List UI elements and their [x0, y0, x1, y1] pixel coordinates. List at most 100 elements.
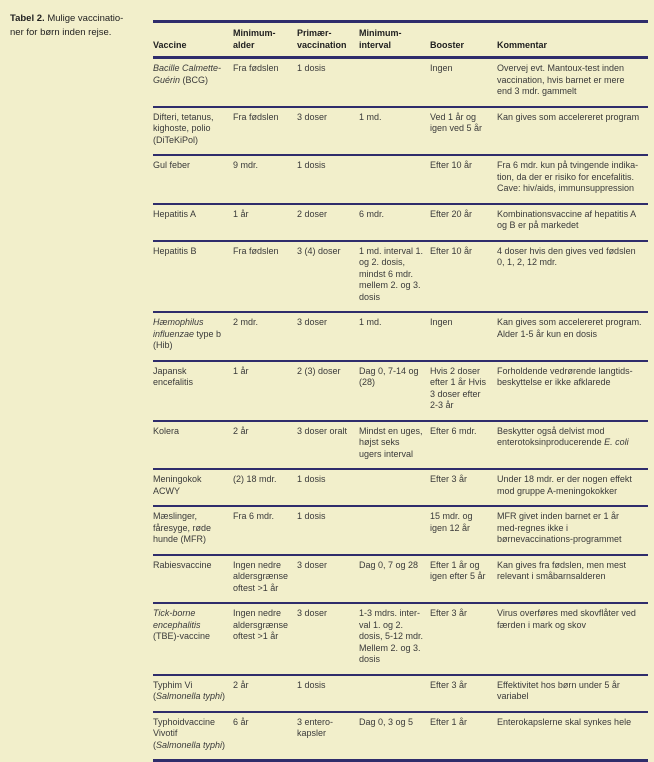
- table-cell: Japansk encefalitis: [153, 360, 233, 422]
- header-row: Vaccine Minimum-alder Primær-vaccination Mi…: [153, 21, 648, 59]
- table-cell: Efter 3 år: [430, 469, 497, 507]
- table-cell: 1 år: [233, 203, 297, 242]
- column-header: Minimum-alder: [233, 21, 297, 59]
- caption-text-line1: Mulige vaccinatio-: [47, 13, 124, 24]
- column-header: Booster: [430, 21, 497, 59]
- table-cell: Efter 10 år: [430, 155, 497, 205]
- table-row: Rabiesvaccine Ingen nedre aldersgrænse of…: [153, 554, 648, 604]
- table-cell: Fra fødslen: [233, 106, 297, 156]
- table-cell: 3 (4) doser: [297, 240, 359, 313]
- table-cell: Fra 6 mdr.: [233, 506, 297, 556]
- table-cell: Tick-borne encephalitis (TBE)-vaccine: [153, 603, 233, 676]
- table-cell: Hepatitis A: [153, 203, 233, 242]
- table-cell: 1 md.: [359, 312, 430, 362]
- table-cell: 1 dosis: [297, 57, 359, 108]
- table-cell: Kan gives som accelereret program. Alder…: [497, 312, 648, 362]
- table-cell: 2 doser: [297, 203, 359, 242]
- table-cell: Hæmophilus influenzae type b (Hib): [153, 312, 233, 362]
- table-caption: Tabel 2. Mulige vaccinatio- ner for børn…: [10, 12, 152, 39]
- table-cell: Kan gives fra fødslen, men mest relevant…: [497, 554, 648, 604]
- table-cell: Meningokok ACWY: [153, 469, 233, 507]
- table-cell: Fra fødslen: [233, 240, 297, 313]
- table-row: Difteri, tetanus, kighoste, polio (DiTeK…: [153, 106, 648, 156]
- table-cell: Beskytter også delvist mod enterotoksinp…: [497, 420, 648, 470]
- table-row: Typhim Vi (Salmonella typhi) 2 år 1 dosis E…: [153, 674, 648, 713]
- table-cell: Rabiesvaccine: [153, 554, 233, 604]
- table-cell: Efter 20 år: [430, 203, 497, 242]
- table-cell: Dag 0, 7-14 og (28): [359, 360, 430, 422]
- table-cell: 3 doser: [297, 312, 359, 362]
- table-cell: Hvis 2 doser efter 1 år Hvis 3 doser eft…: [430, 360, 497, 422]
- table-cell: [359, 57, 430, 108]
- table-cell: Bacille Calmette-Guérin (BCG): [153, 57, 233, 108]
- table-row: Mæslinger, fåresyge, røde hunde (MFR) Fra…: [153, 506, 648, 556]
- table-row: Japansk encefalitis 1 år 2 (3) doser Dag 0,…: [153, 360, 648, 422]
- table-header: Vaccine Minimum-alder Primær-vaccination Mi…: [153, 21, 648, 59]
- table-cell: Difteri, tetanus, kighoste, polio (DiTeK…: [153, 106, 233, 156]
- table-cell: [359, 506, 430, 556]
- column-header: Vaccine: [153, 21, 233, 59]
- table-cell: Under 18 mdr. er der nogen effekt mod gr…: [497, 469, 648, 507]
- table-cell: 3 doser: [297, 603, 359, 676]
- table-row: Hepatitis B Fra fødslen 3 (4) doser 1 md. i…: [153, 240, 648, 313]
- caption-label: Tabel 2.: [10, 13, 45, 24]
- table-cell: 1-3 mdrs. inter-val 1. og 2. dosis, 5-12…: [359, 603, 430, 676]
- table-cell: 1 dosis: [297, 506, 359, 556]
- table-cell: Efter 3 år: [430, 674, 497, 713]
- column-header: Minimum-interval: [359, 21, 430, 59]
- table-cell: Kan gives som accelereret program: [497, 106, 648, 156]
- table-cell: 1 år: [233, 360, 297, 422]
- table-cell: 1 md. interval 1. og 2. dosis, mindst 6 …: [359, 240, 430, 313]
- table-cell: MFR givet inden barnet er 1 år med-regne…: [497, 506, 648, 556]
- table-cell: 1 dosis: [297, 469, 359, 507]
- table-cell: Mindst en uges, højst seks ugers interva…: [359, 420, 430, 470]
- table-cell: Dag 0, 7 og 28: [359, 554, 430, 604]
- column-header: Primær-vaccination: [297, 21, 359, 59]
- table-row: Kolera 2 år 3 doser oralt Mindst en uges, h…: [153, 420, 648, 470]
- table-cell: 1 dosis: [297, 155, 359, 205]
- table-cell: Ved 1 år og igen ved 5 år: [430, 106, 497, 156]
- table-cell: [359, 469, 430, 507]
- table-cell: 6 mdr.: [359, 203, 430, 242]
- table-cell: 2 år: [233, 420, 297, 470]
- table-cell: [359, 155, 430, 205]
- table-cell: Efter 3 år: [430, 603, 497, 676]
- vaccine-table: Vaccine Minimum-alder Primær-vaccination Mi…: [153, 20, 648, 762]
- table-cell: 2 (3) doser: [297, 360, 359, 422]
- column-header: Kommentar: [497, 21, 648, 59]
- table-cell: 1 md.: [359, 106, 430, 156]
- table-cell: 9 mdr.: [233, 155, 297, 205]
- table-cell: [359, 674, 430, 713]
- table-cell: Ingen nedre aldersgrænse oftest >1 år: [233, 554, 297, 604]
- table-cell: Ingen nedre aldersgrænse oftest >1 år: [233, 603, 297, 676]
- table-cell: Overvej evt. Mantoux-test inden vaccinat…: [497, 57, 648, 108]
- table-cell: Kombinationsvaccine af hepatitis A og B …: [497, 203, 648, 242]
- table-cell: Efter 6 mdr.: [430, 420, 497, 470]
- table-body: Bacille Calmette-Guérin (BCG) Fra fødslen…: [153, 57, 648, 761]
- table-cell: 2 mdr.: [233, 312, 297, 362]
- table-cell: Fra fødslen: [233, 57, 297, 108]
- table-cell: Hepatitis B: [153, 240, 233, 313]
- table-cell: Mæslinger, fåresyge, røde hunde (MFR): [153, 506, 233, 556]
- table-cell: 2 år: [233, 674, 297, 713]
- table-cell: Ingen: [430, 57, 497, 108]
- table-cell: Fra 6 mdr. kun på tvingende indika-tion,…: [497, 155, 648, 205]
- table-cell: Typhim Vi (Salmonella typhi): [153, 674, 233, 713]
- table-row: Bacille Calmette-Guérin (BCG) Fra fødslen…: [153, 57, 648, 108]
- table-cell: Kolera: [153, 420, 233, 470]
- caption-text-line2: ner for børn inden rejse.: [10, 26, 112, 38]
- table-row: Tick-borne encephalitis (TBE)-vaccine Ing…: [153, 603, 648, 676]
- table-cell: Virus overføres med skovflåter ved færde…: [497, 603, 648, 676]
- table-cell: 1 dosis: [297, 674, 359, 713]
- table-cell: Gul feber: [153, 155, 233, 205]
- table-row: Meningokok ACWY (2) 18 mdr. 1 dosis Efter 3…: [153, 469, 648, 507]
- table-cell: Efter 10 år: [430, 240, 497, 313]
- table-cell: Forholdende vedrørende langtids-beskytte…: [497, 360, 648, 422]
- table-cell: 3 doser: [297, 554, 359, 604]
- table-cell: Efter 1 år og igen efter 5 år: [430, 554, 497, 604]
- table-cell: 3 doser: [297, 106, 359, 156]
- table-cell: Effektivitet hos børn under 5 år variabe…: [497, 674, 648, 713]
- table-cell: Ingen: [430, 312, 497, 362]
- table-cell: (2) 18 mdr.: [233, 469, 297, 507]
